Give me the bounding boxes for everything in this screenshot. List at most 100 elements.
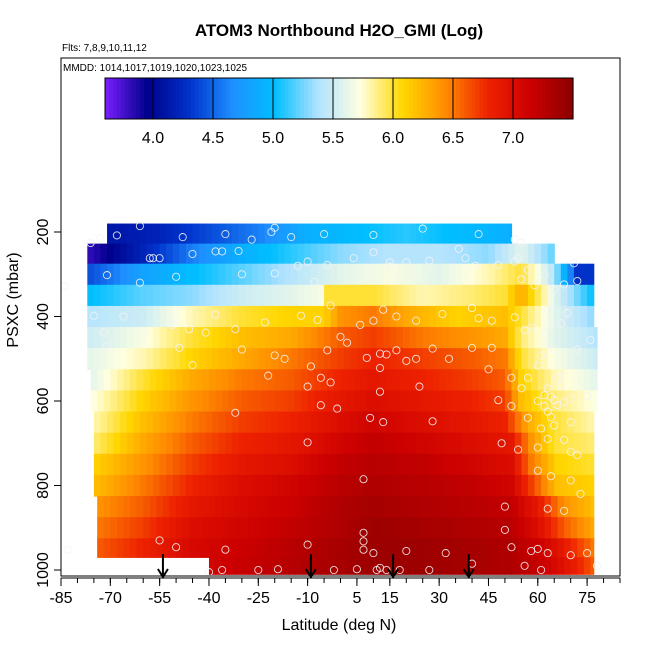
heat-cell xyxy=(330,305,338,328)
heat-cell xyxy=(501,474,509,497)
heat-cell xyxy=(399,369,407,392)
heat-cell xyxy=(429,474,437,497)
heat-cell xyxy=(455,284,463,307)
colorbar-swatch xyxy=(116,78,122,119)
heat-cell xyxy=(330,453,338,476)
heat-cell xyxy=(340,496,348,518)
heat-cell xyxy=(235,557,243,575)
heat-cell xyxy=(284,432,292,455)
heat-cell xyxy=(491,496,499,518)
colorbar-swatch xyxy=(194,78,200,119)
heat-cell xyxy=(439,369,447,392)
heat-cell xyxy=(452,390,460,413)
observation-point xyxy=(402,356,411,365)
heat-cell xyxy=(330,432,338,455)
colorbar-tick-label: 5.5 xyxy=(322,130,344,147)
heat-cell xyxy=(327,390,335,413)
heat-cell xyxy=(297,348,305,370)
heat-cell xyxy=(320,517,328,539)
heat-cell xyxy=(133,474,141,497)
x-tick-label: 5 xyxy=(352,590,361,607)
heat-cell xyxy=(422,432,430,455)
heat-cell xyxy=(363,305,371,328)
colorbar-swatch xyxy=(311,78,317,119)
heat-cell xyxy=(123,369,131,392)
heat-cell xyxy=(169,517,177,539)
heat-cell xyxy=(587,327,595,349)
heat-cell xyxy=(255,517,263,539)
heat-cell xyxy=(468,432,476,455)
heat-cell xyxy=(192,432,200,455)
heat-cell xyxy=(301,390,309,413)
colorbar-swatch xyxy=(261,78,266,119)
heat-cell xyxy=(442,432,450,455)
heat-cell xyxy=(557,538,565,558)
heat-cell xyxy=(212,327,220,349)
heat-cell xyxy=(100,432,108,455)
heat-cell xyxy=(208,538,217,558)
heat-cell xyxy=(399,557,407,575)
observation-point xyxy=(155,536,164,545)
heat-cell xyxy=(491,538,499,558)
heat-cell xyxy=(580,348,588,370)
heat-cell xyxy=(136,369,144,392)
heat-cell xyxy=(527,348,536,370)
observation-point xyxy=(218,565,227,575)
heat-cell xyxy=(195,538,203,558)
heat-cell xyxy=(327,496,335,518)
heat-cell xyxy=(103,369,111,392)
colorbar-swatch xyxy=(370,78,375,119)
heat-cell xyxy=(202,517,210,539)
colorbar-swatch xyxy=(557,78,562,119)
heat-cell xyxy=(508,223,513,245)
heat-cell xyxy=(169,369,177,392)
colorbar-swatch xyxy=(526,78,531,119)
heat-cell xyxy=(235,390,243,413)
colorbar-swatch xyxy=(417,78,422,119)
heat-cell xyxy=(218,327,227,349)
heat-cell xyxy=(554,284,562,307)
heat-cell xyxy=(442,223,450,245)
heat-cell xyxy=(182,390,190,413)
observation-point xyxy=(382,565,391,575)
heat-cell xyxy=(324,411,332,434)
colorbar-swatch xyxy=(284,78,289,119)
observation-point xyxy=(112,231,121,240)
observation-point xyxy=(550,421,559,430)
heat-cell xyxy=(330,284,338,307)
heat-cell xyxy=(179,411,187,434)
heat-cell xyxy=(570,369,578,392)
heat-cell xyxy=(567,263,575,286)
observation-point xyxy=(566,551,575,560)
heat-cell xyxy=(87,243,95,265)
heat-cell xyxy=(97,538,105,558)
heat-cell xyxy=(205,243,213,265)
heat-cell xyxy=(264,432,273,455)
heat-cell xyxy=(577,369,585,392)
heat-cell xyxy=(527,305,536,328)
heat-cell xyxy=(166,411,174,434)
colorbar-swatch xyxy=(565,78,570,119)
heat-cell xyxy=(126,327,134,349)
heat-cell xyxy=(554,474,562,497)
heat-cell xyxy=(264,243,273,265)
heat-cell xyxy=(356,453,365,476)
heat-cell xyxy=(222,538,230,558)
heat-cell xyxy=(241,557,250,575)
observation-point xyxy=(543,322,552,331)
heat-cell xyxy=(225,348,233,370)
heat-cell xyxy=(402,432,411,455)
heat-cell xyxy=(113,263,121,286)
heat-cell xyxy=(146,432,154,455)
heat-cell xyxy=(429,223,437,245)
heat-cell xyxy=(465,496,473,518)
heat-cell xyxy=(534,453,542,476)
observation-point xyxy=(237,270,246,279)
heat-cell xyxy=(435,223,444,245)
heat-cell xyxy=(199,284,207,307)
heat-cell xyxy=(324,263,332,286)
heat-cell xyxy=(350,243,358,265)
colorbar-swatch xyxy=(163,78,168,119)
heat-cell xyxy=(393,369,401,392)
heat-cell xyxy=(192,453,200,476)
